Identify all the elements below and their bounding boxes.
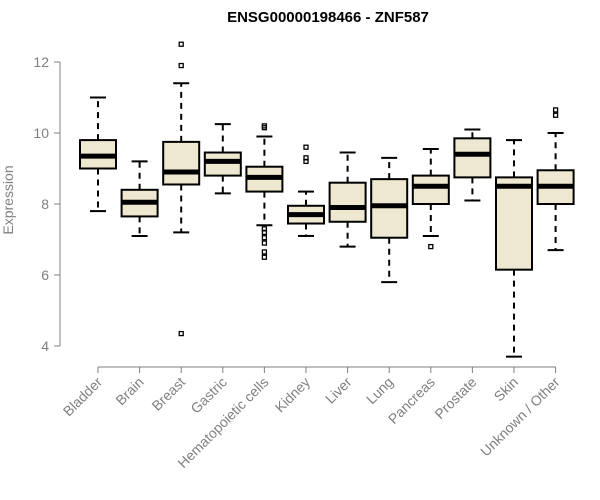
outlier-point — [552, 112, 559, 118]
outlier-point — [178, 330, 184, 337]
x-tick-label: Brain — [112, 374, 146, 408]
outlier-point — [261, 254, 268, 260]
iqr-box — [162, 140, 201, 186]
outlier-point — [261, 240, 268, 246]
box-liver — [328, 151, 367, 248]
y-tick-label: 6 — [41, 267, 49, 283]
x-tick-label: Skin — [491, 374, 522, 405]
box-brain — [120, 160, 159, 237]
x-tick-label: Bladder — [60, 374, 106, 420]
outlier-point — [303, 155, 309, 161]
x-tick-label: Lung — [363, 374, 396, 407]
iqr-box — [370, 178, 409, 239]
outlier-point — [178, 62, 184, 69]
outlier-point — [552, 107, 559, 113]
iqr-box — [411, 174, 450, 206]
iqr-box — [203, 151, 242, 177]
y-tick-label: 10 — [33, 125, 49, 141]
chart-title: ENSG00000198466 - ZNF587 — [227, 9, 429, 26]
x-tick-label: Liver — [322, 374, 355, 407]
iqr-box — [453, 137, 492, 179]
outlier-point — [261, 235, 268, 241]
x-tick-label: Breast — [148, 374, 188, 414]
box-bladder — [79, 96, 117, 213]
outlier-point — [178, 41, 184, 47]
outlier-point — [303, 144, 309, 150]
y-tick-label: 12 — [33, 54, 49, 70]
outlier-point — [261, 123, 268, 129]
box-hematopoietic-cells — [245, 123, 284, 260]
box-breast — [162, 41, 201, 337]
outlier-point — [261, 249, 268, 255]
box-lung — [370, 156, 409, 284]
y-tick-label: 4 — [41, 338, 49, 354]
x-tick-label: Kidney — [272, 374, 314, 416]
box-series — [79, 41, 575, 358]
box-gastric — [203, 123, 242, 195]
iqr-box — [328, 181, 367, 223]
iqr-box — [495, 176, 533, 271]
y-tick-label: 8 — [41, 196, 49, 212]
y-axis: 4 6 8 10 12 — [33, 54, 61, 354]
box-unknown-other — [536, 107, 575, 252]
x-tick-label: Prostate — [431, 374, 479, 422]
outlier-point — [428, 243, 434, 250]
x-tick-label: Unknown / Other — [477, 374, 563, 460]
outlier-point — [261, 226, 268, 232]
box-prostate — [453, 128, 492, 202]
box-kidney — [287, 144, 325, 237]
y-axis-label: Expression — [0, 165, 16, 234]
box-skin — [495, 139, 533, 358]
box-pancreas — [411, 147, 450, 250]
